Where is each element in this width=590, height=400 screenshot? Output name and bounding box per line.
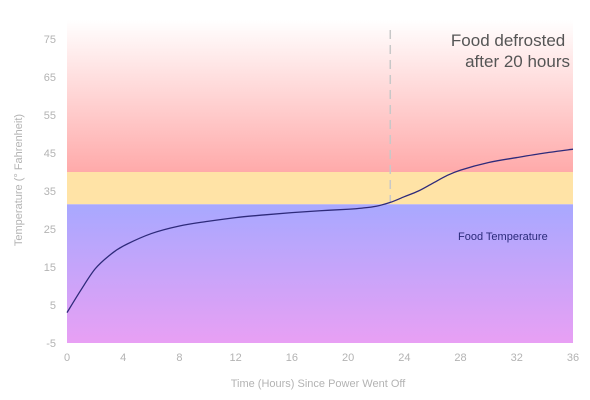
- x-tick-label: 28: [454, 352, 466, 364]
- x-tick-label: 4: [120, 352, 126, 364]
- series-label-food-temperature: Food Temperature: [458, 231, 548, 243]
- y-tick-label: 55: [44, 110, 56, 122]
- y-tick-label: 75: [44, 34, 56, 46]
- x-tick-label: 16: [286, 352, 298, 364]
- defrost-annotation: Food defrosted after 20 hours: [451, 31, 570, 71]
- x-axis-ticks: 0 4 8 12 16 20 24 28 32 36: [64, 352, 579, 364]
- series-line-food-temperature: [66, 148, 574, 313]
- x-tick-label: 20: [342, 352, 354, 364]
- y-axis-ticks: -5 5 15 25 35 45 55 65 75: [44, 34, 56, 350]
- band-hot: [67, 20, 573, 172]
- x-tick-label: 36: [567, 352, 579, 364]
- x-tick-label: 32: [511, 352, 523, 364]
- y-tick-label: 25: [44, 224, 56, 236]
- y-tick-label: 5: [50, 300, 56, 312]
- series-layer: [66, 148, 574, 313]
- annotation-line-2: after 20 hours: [465, 52, 570, 71]
- band-frozen: [67, 204, 573, 343]
- x-axis-title: Time (Hours) Since Power Went Off: [231, 378, 407, 390]
- x-tick-label: 0: [64, 352, 70, 364]
- x-tick-label: 8: [176, 352, 182, 364]
- band-thawing: [67, 172, 573, 205]
- y-tick-label: 65: [44, 72, 56, 84]
- y-tick-label: -5: [46, 338, 56, 350]
- x-tick-label: 12: [230, 352, 242, 364]
- y-tick-label: 15: [44, 262, 56, 274]
- y-tick-label: 35: [44, 186, 56, 198]
- bands-layer: [67, 20, 573, 343]
- y-tick-label: 45: [44, 148, 56, 160]
- y-axis-title: Temperature (° Fahrenheit): [13, 114, 25, 246]
- x-tick-label: 24: [398, 352, 410, 364]
- annotation-line-1: Food defrosted: [451, 31, 565, 50]
